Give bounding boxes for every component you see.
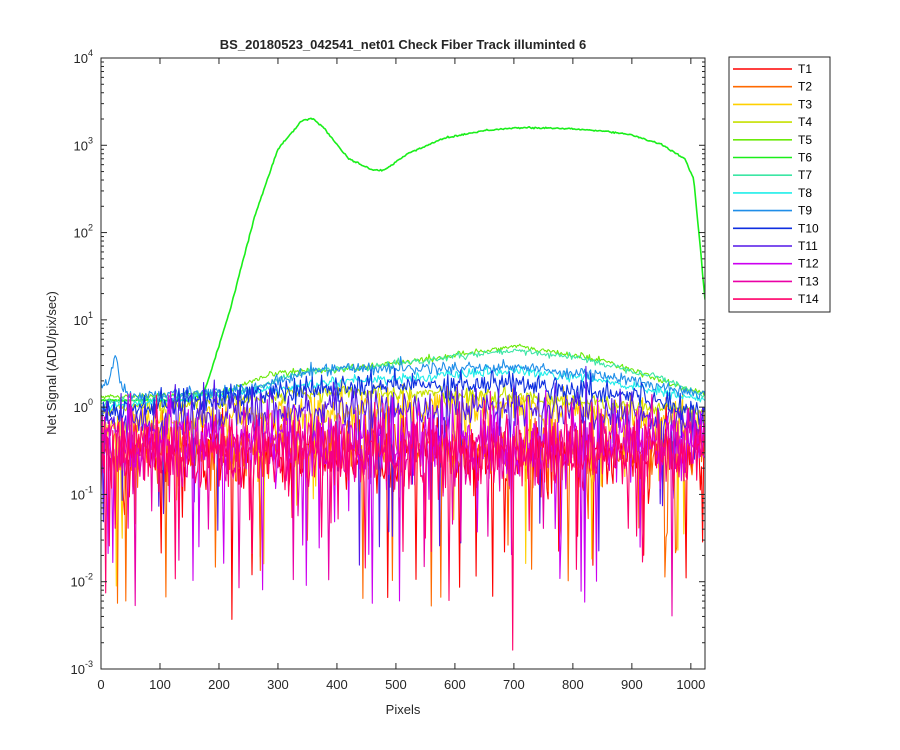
legend-label: T6 bbox=[798, 151, 812, 165]
legend: T1 T2 T3 T4 T5 T6 T7 T8 T9 T10 T11 T12 T13 T14 bbox=[728, 56, 831, 313]
x-tick-label: 500 bbox=[385, 677, 407, 692]
y-tick-label: 104 bbox=[74, 48, 93, 66]
legend-label: T2 bbox=[798, 80, 812, 94]
legend-label: T1 bbox=[798, 62, 812, 76]
plot-area bbox=[101, 58, 705, 669]
x-tick-label: 300 bbox=[267, 677, 289, 692]
legend-label: T8 bbox=[798, 186, 812, 200]
x-axis: 0 100 200 300 400 500 600 700 800 900 1000 bbox=[97, 58, 705, 692]
x-tick-label: 100 bbox=[149, 677, 171, 692]
y-axis-label: Net Signal (ADU/pix/sec) bbox=[44, 291, 59, 435]
x-tick-label: 700 bbox=[503, 677, 525, 692]
y-tick-label: 103 bbox=[74, 135, 93, 153]
x-tick-label: 800 bbox=[562, 677, 584, 692]
series-line-t8 bbox=[101, 364, 705, 412]
x-tick-label: 900 bbox=[621, 677, 643, 692]
chart-title: BS_20180523_042541_net01 Check Fiber Tra… bbox=[220, 37, 586, 52]
x-tick-label: 400 bbox=[326, 677, 348, 692]
y-tick-label: 101 bbox=[74, 310, 93, 328]
legend-label: T3 bbox=[798, 97, 812, 111]
x-tick-label: 600 bbox=[444, 677, 466, 692]
series-line-t6 bbox=[101, 117, 705, 402]
legend-label: T9 bbox=[798, 204, 812, 218]
y-tick-label: 10-3 bbox=[71, 659, 93, 677]
legend-label: T14 bbox=[798, 292, 819, 306]
y-axis: 10-3 10-2 10-1 100 101 102 103 104 bbox=[71, 48, 705, 677]
legend-label: T10 bbox=[798, 221, 819, 235]
y-tick-label: 10-1 bbox=[71, 484, 93, 502]
y-tick-label: 100 bbox=[74, 397, 93, 415]
legend-label: T7 bbox=[798, 168, 812, 182]
legend-label: T11 bbox=[798, 239, 818, 253]
series-line-t14 bbox=[101, 394, 705, 651]
y-tick-label: 10-2 bbox=[71, 572, 93, 590]
legend-box bbox=[728, 56, 831, 313]
x-tick-label: 1000 bbox=[676, 677, 705, 692]
x-tick-label: 200 bbox=[208, 677, 230, 692]
series-line-t13 bbox=[101, 390, 705, 617]
series-line-t10 bbox=[101, 367, 705, 426]
legend-label: T12 bbox=[798, 257, 819, 271]
x-axis-label: Pixels bbox=[386, 702, 421, 717]
x-tick-label: 0 bbox=[97, 677, 104, 692]
series-layer bbox=[101, 117, 705, 651]
axes-box bbox=[100, 57, 706, 670]
legend-label: T5 bbox=[798, 133, 812, 147]
series-line-t9 bbox=[101, 355, 705, 404]
series-line-t11 bbox=[101, 365, 705, 572]
y-tick-label: 102 bbox=[74, 223, 93, 241]
legend-label: T13 bbox=[798, 274, 819, 288]
legend-label: T4 bbox=[798, 115, 812, 129]
